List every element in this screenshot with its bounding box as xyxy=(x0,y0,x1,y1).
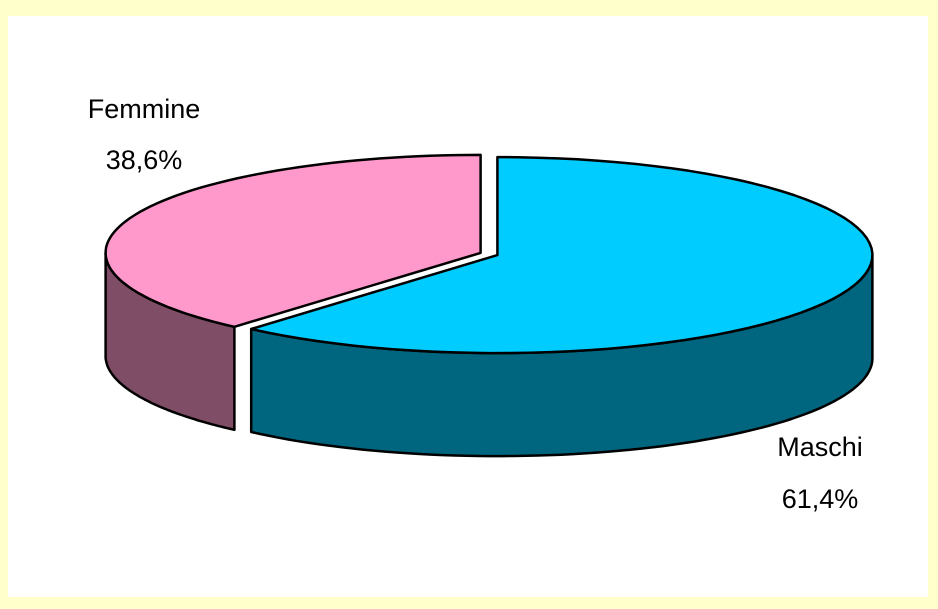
slice-name-maschi: Maschi xyxy=(777,432,863,462)
slice-value-femmine: 38,6% xyxy=(106,145,183,175)
pie-slice-femmine xyxy=(104,153,482,329)
slice-name-femmine: Femmine xyxy=(88,94,201,124)
slice-value-maschi: 61,4% xyxy=(782,484,859,514)
pie-slice-maschi xyxy=(249,155,874,355)
